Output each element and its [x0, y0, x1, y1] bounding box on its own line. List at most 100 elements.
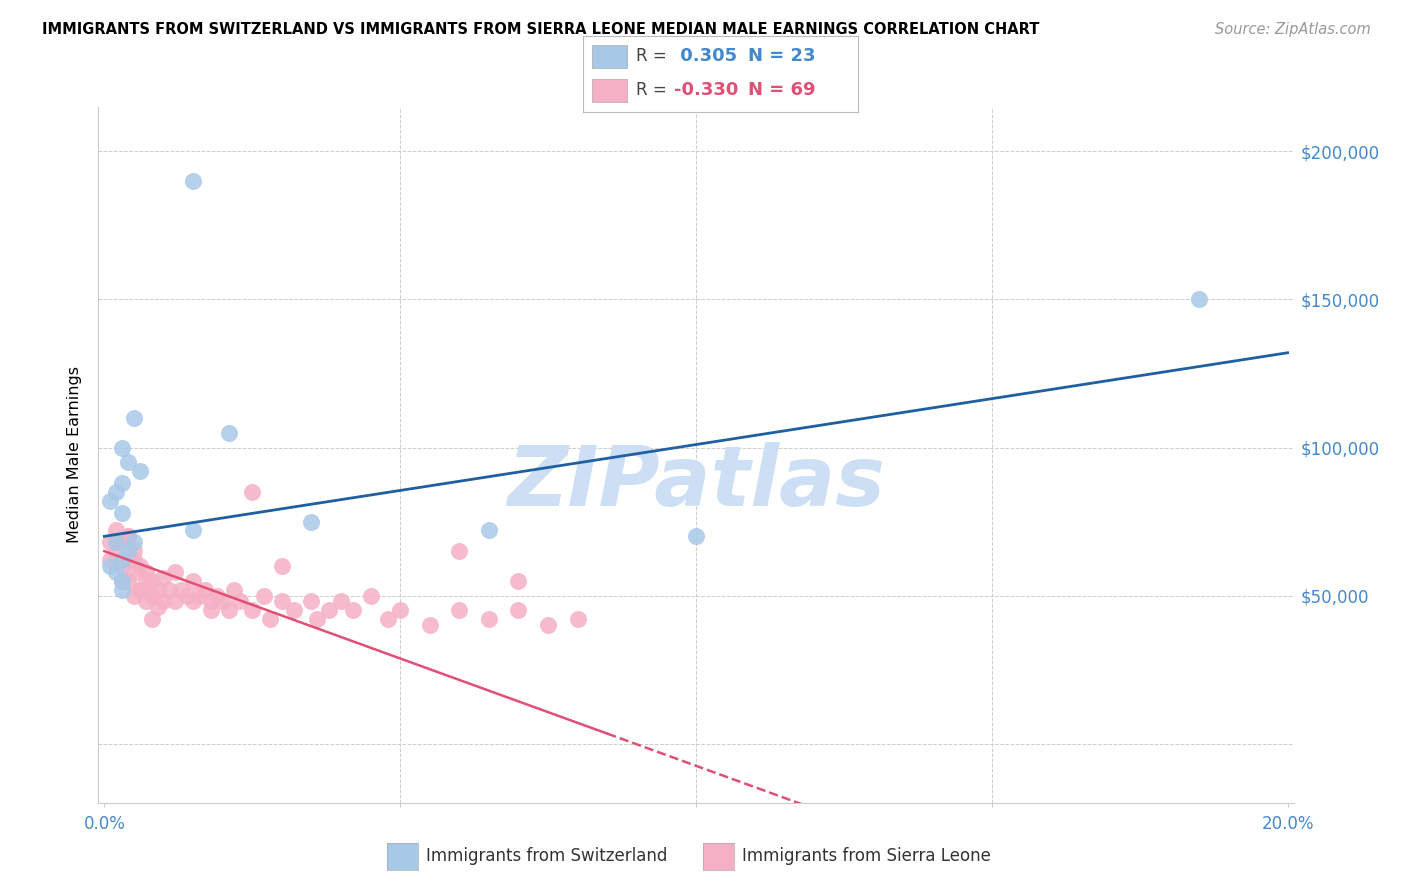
Text: R =: R =	[636, 47, 672, 65]
Point	[122, 589, 145, 603]
Point	[389, 603, 412, 617]
Text: Source: ZipAtlas.com: Source: ZipAtlas.com	[1215, 22, 1371, 37]
Point	[181, 524, 204, 538]
Point	[117, 529, 139, 543]
Text: N = 69: N = 69	[748, 81, 815, 99]
Point	[98, 493, 121, 508]
Point	[299, 515, 322, 529]
Text: Immigrants from Switzerland: Immigrants from Switzerland	[426, 847, 668, 865]
Point	[567, 612, 589, 626]
Point	[122, 553, 145, 567]
Point	[98, 553, 121, 567]
Point	[105, 535, 128, 549]
Point	[685, 529, 707, 543]
Point	[111, 582, 134, 597]
Point	[146, 600, 169, 615]
Point	[253, 589, 276, 603]
Point	[105, 535, 128, 549]
Point	[135, 574, 157, 588]
Text: ZIPatlas: ZIPatlas	[508, 442, 884, 524]
Point	[146, 582, 169, 597]
Text: -0.330: -0.330	[673, 81, 738, 99]
Point	[105, 544, 128, 558]
Point	[135, 594, 157, 608]
Point	[318, 603, 340, 617]
Point	[117, 553, 139, 567]
Point	[165, 594, 187, 608]
Point	[105, 484, 128, 499]
Y-axis label: Median Male Earnings: Median Male Earnings	[67, 367, 83, 543]
Point	[111, 553, 134, 567]
Point	[111, 574, 134, 588]
Point	[194, 582, 217, 597]
Point	[211, 594, 233, 608]
Point	[478, 612, 501, 626]
Point	[98, 558, 121, 573]
Point	[537, 618, 560, 632]
Point	[128, 464, 150, 478]
Point	[218, 603, 240, 617]
Point	[117, 455, 139, 469]
Point	[218, 425, 240, 440]
Point	[1188, 293, 1211, 307]
Point	[205, 589, 228, 603]
Point	[330, 594, 353, 608]
Point	[270, 594, 292, 608]
Point	[508, 603, 530, 617]
Point	[449, 544, 471, 558]
Point	[240, 484, 263, 499]
Point	[111, 574, 134, 588]
Text: N = 23: N = 23	[748, 47, 815, 65]
Point	[141, 589, 163, 603]
Point	[111, 441, 134, 455]
Point	[135, 565, 157, 579]
Point	[152, 594, 174, 608]
Point	[122, 535, 145, 549]
Point	[170, 582, 193, 597]
Point	[259, 612, 281, 626]
Bar	[592, 45, 627, 69]
Point	[128, 582, 150, 597]
Point	[508, 574, 530, 588]
Point	[478, 524, 501, 538]
Point	[229, 594, 252, 608]
Point	[419, 618, 441, 632]
Point	[181, 574, 204, 588]
Point	[181, 174, 204, 188]
Point	[122, 411, 145, 425]
Text: IMMIGRANTS FROM SWITZERLAND VS IMMIGRANTS FROM SIERRA LEONE MEDIAN MALE EARNINGS: IMMIGRANTS FROM SWITZERLAND VS IMMIGRANT…	[42, 22, 1039, 37]
Point	[270, 558, 292, 573]
Text: R =: R =	[636, 81, 672, 99]
Point	[449, 603, 471, 617]
Point	[283, 603, 305, 617]
Text: Immigrants from Sierra Leone: Immigrants from Sierra Leone	[742, 847, 991, 865]
Point	[165, 565, 187, 579]
Point	[307, 612, 329, 626]
Point	[157, 582, 180, 597]
Point	[224, 582, 246, 597]
Point	[299, 594, 322, 608]
Text: 0.305: 0.305	[673, 47, 737, 65]
Point	[111, 535, 134, 549]
Point	[200, 594, 222, 608]
Point	[111, 574, 134, 588]
Point	[122, 565, 145, 579]
Point	[200, 603, 222, 617]
Point	[188, 589, 211, 603]
Point	[117, 544, 139, 558]
Point	[122, 544, 145, 558]
Point	[128, 582, 150, 597]
Point	[105, 565, 128, 579]
Point	[141, 574, 163, 588]
Point	[377, 612, 399, 626]
Point	[342, 603, 364, 617]
Point	[152, 571, 174, 585]
Point	[111, 506, 134, 520]
Bar	[592, 78, 627, 103]
Point	[98, 535, 121, 549]
Point	[128, 558, 150, 573]
Point	[117, 574, 139, 588]
Point	[176, 589, 198, 603]
Point	[117, 529, 139, 543]
Point	[181, 594, 204, 608]
